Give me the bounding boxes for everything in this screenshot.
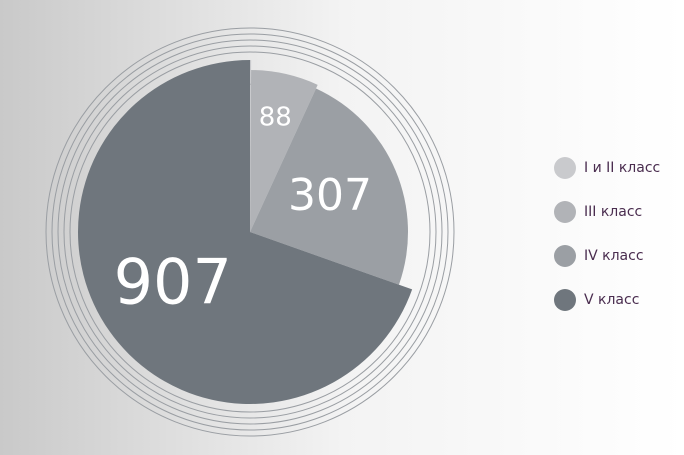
legend-swatch [554,157,576,179]
legend-swatch [554,289,576,311]
value-label: 907 [114,246,232,319]
pie-slice [78,60,413,404]
legend-label: IV класс [584,248,644,264]
legend-swatch [554,201,576,223]
legend-swatch [554,245,576,267]
rings [45,27,455,437]
legend-label: V класс [584,292,639,308]
value-label: 88 [259,103,292,133]
legend-label: III класс [584,204,642,220]
pie-slice [250,70,318,232]
pie-slice [250,60,252,232]
legend-label: I и II класс [584,160,660,176]
value-label: 307 [288,170,372,221]
pie-slice [250,88,408,285]
